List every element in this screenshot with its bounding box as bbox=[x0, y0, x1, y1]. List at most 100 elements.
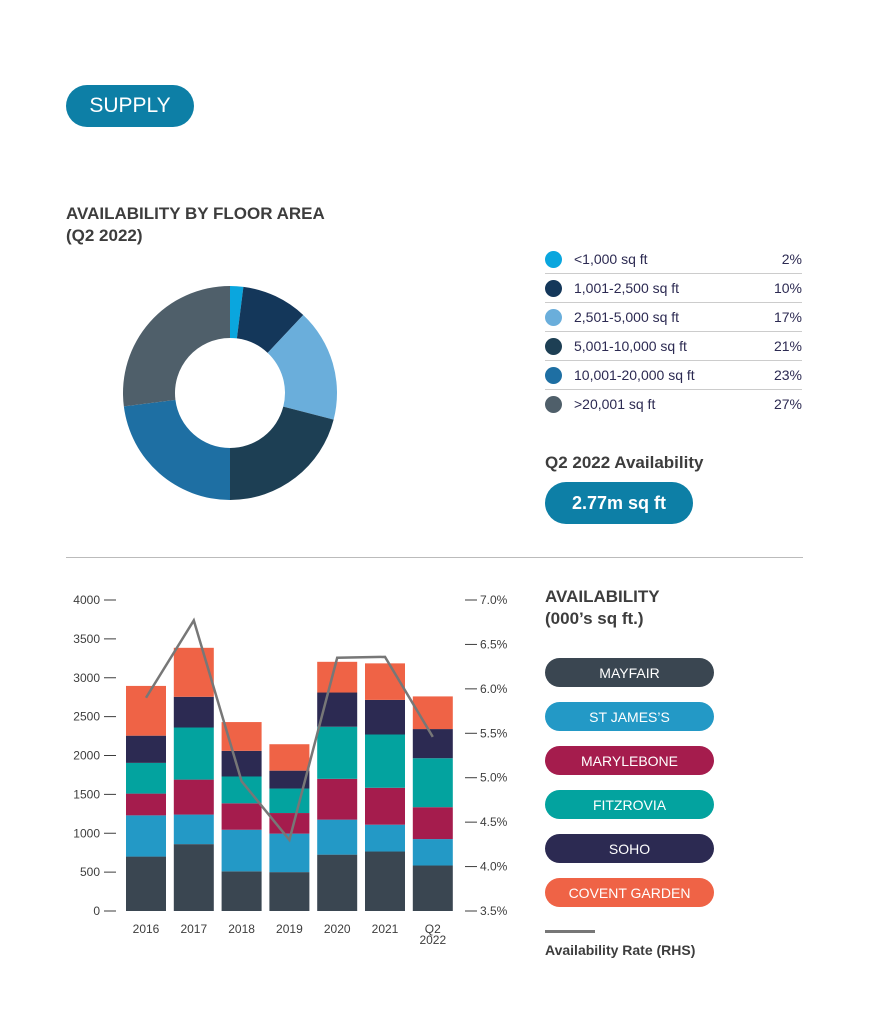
legend-swatch bbox=[545, 308, 562, 326]
legend-item: 1,001-2,500 sq ft 10% bbox=[545, 274, 802, 303]
bar-segment bbox=[173, 727, 214, 780]
x-tick-label: 2018 bbox=[228, 922, 255, 936]
donut-title-line1: AVAILABILITY BY FLOOR AREA bbox=[66, 204, 325, 223]
legend-item: <1,000 sq ft 2% bbox=[545, 245, 802, 274]
bar-segment bbox=[317, 854, 358, 911]
availability-label: Q2 2022 Availability bbox=[545, 453, 704, 472]
y-tick-label: 2500 bbox=[73, 710, 100, 724]
bar-segment bbox=[317, 778, 358, 820]
legend-value: 27% bbox=[773, 396, 802, 412]
donut-legend: <1,000 sq ft 2% 1,001-2,500 sq ft 10% 2,501-… bbox=[545, 245, 802, 418]
y2-tick-label: 6.0% bbox=[480, 682, 508, 696]
bar-segment bbox=[412, 807, 453, 840]
bar-segment bbox=[269, 788, 310, 814]
legend-value: 21% bbox=[773, 338, 802, 354]
legend-item: 5,001-10,000 sq ft 21% bbox=[545, 332, 802, 361]
bar-segment bbox=[412, 758, 453, 808]
bar-segment bbox=[126, 856, 166, 911]
y2-tick-label: 3.5% bbox=[480, 904, 508, 918]
bar-segment bbox=[269, 770, 310, 789]
bar-segment bbox=[365, 734, 405, 788]
y-tick-label: 2000 bbox=[73, 749, 100, 763]
donut-title: AVAILABILITY BY FLOOR AREA (Q2 2022) bbox=[66, 203, 325, 247]
bar-segment bbox=[126, 793, 166, 816]
y-tick-label: 0 bbox=[93, 904, 100, 918]
rate-legend-label: Availability Rate (RHS) bbox=[545, 942, 696, 958]
bar-segment bbox=[173, 844, 214, 911]
legend-label: 2,501-5,000 sq ft bbox=[574, 309, 680, 325]
y-tick-label: 4000 bbox=[73, 593, 100, 607]
bar-segment bbox=[126, 762, 166, 794]
bar-segment bbox=[126, 685, 166, 736]
x-tick-label: 2022 bbox=[419, 933, 446, 947]
y2-tick-label: 7.0% bbox=[480, 593, 508, 607]
legend-swatch bbox=[545, 279, 562, 297]
legend-item: MARYLEBONE bbox=[545, 746, 714, 775]
bar-segment bbox=[221, 829, 262, 872]
rate-legend-line bbox=[545, 930, 595, 933]
legend-label: >20,001 sq ft bbox=[574, 396, 656, 412]
bar-segment bbox=[173, 779, 214, 815]
bar-segment bbox=[317, 661, 358, 693]
legend-item: SOHO bbox=[545, 834, 714, 863]
bar-title-line1: AVAILABILITY bbox=[545, 587, 660, 606]
y-tick-label: 1500 bbox=[73, 787, 100, 801]
legend-value: 23% bbox=[773, 367, 802, 383]
donut-chart bbox=[123, 286, 337, 500]
legend-value: 10% bbox=[773, 280, 802, 296]
bar-segment bbox=[173, 814, 214, 845]
bar-segment bbox=[365, 787, 405, 825]
bar-segment bbox=[221, 750, 262, 777]
legend-swatch bbox=[545, 250, 562, 268]
bar-title-line2: (000’s sq ft.) bbox=[545, 609, 644, 628]
legend-label: 5,001-10,000 sq ft bbox=[574, 338, 687, 354]
x-tick-label: 2017 bbox=[180, 922, 207, 936]
bar-segment bbox=[412, 839, 453, 866]
donut-slice bbox=[230, 286, 244, 339]
bar-segment bbox=[126, 815, 166, 857]
legend-swatch bbox=[545, 395, 562, 413]
y2-tick-label: 6.5% bbox=[480, 637, 508, 651]
bar-segment bbox=[365, 824, 405, 852]
bar-segment bbox=[412, 865, 453, 911]
legend-label: 1,001-2,500 sq ft bbox=[574, 280, 680, 296]
x-tick-label: 2021 bbox=[372, 922, 399, 936]
bar-segment bbox=[317, 726, 358, 779]
bar-segment bbox=[173, 696, 214, 728]
bar-segment bbox=[365, 851, 405, 911]
legend-label: <1,000 sq ft bbox=[574, 251, 648, 267]
y2-tick-label: 5.0% bbox=[480, 771, 508, 785]
bar-segment bbox=[269, 872, 310, 911]
donut-title-line2: (Q2 2022) bbox=[66, 226, 143, 245]
legend-value: 17% bbox=[773, 309, 802, 325]
availability-bar-chart: 0 500 1000 1500 2000 2500 3000 3500 4000 3.5% 4.0%… bbox=[73, 593, 508, 947]
donut-slice bbox=[267, 315, 337, 420]
legend-item: COVENT GARDEN bbox=[545, 878, 714, 907]
donut-slice bbox=[123, 286, 230, 407]
y-tick-label: 3000 bbox=[73, 671, 100, 685]
legend-item: FITZROVIA bbox=[545, 790, 714, 819]
legend-swatch bbox=[545, 337, 562, 355]
legend-item: 10,001-20,000 sq ft 23% bbox=[545, 361, 802, 390]
y-tick-label: 3500 bbox=[73, 632, 100, 646]
bar-chart-title: AVAILABILITY (000’s sq ft.) bbox=[545, 586, 660, 630]
bar-segment bbox=[365, 663, 405, 700]
y2-tick-label: 5.5% bbox=[480, 726, 508, 740]
bar-segment bbox=[317, 819, 358, 855]
x-tick-label: Q2 bbox=[425, 922, 441, 936]
availability-rate-line bbox=[144, 617, 434, 843]
y-tick-label: 1000 bbox=[73, 826, 100, 840]
bar-segment bbox=[412, 729, 453, 759]
legend-value: 2% bbox=[781, 251, 802, 267]
y2-tick-label: 4.0% bbox=[480, 860, 508, 874]
donut-slice bbox=[230, 406, 334, 500]
bar-segment bbox=[126, 735, 166, 763]
bar-segment bbox=[173, 647, 214, 697]
y2-tick-label: 4.5% bbox=[480, 815, 508, 829]
divider bbox=[66, 557, 803, 558]
section-label: SUPPLY bbox=[66, 85, 194, 127]
donut-slice bbox=[123, 399, 230, 500]
donut-slice bbox=[236, 286, 304, 353]
x-tick-label: 2016 bbox=[133, 922, 160, 936]
